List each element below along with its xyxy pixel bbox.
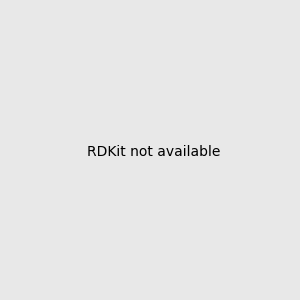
Text: RDKit not available: RDKit not available [87,145,220,158]
